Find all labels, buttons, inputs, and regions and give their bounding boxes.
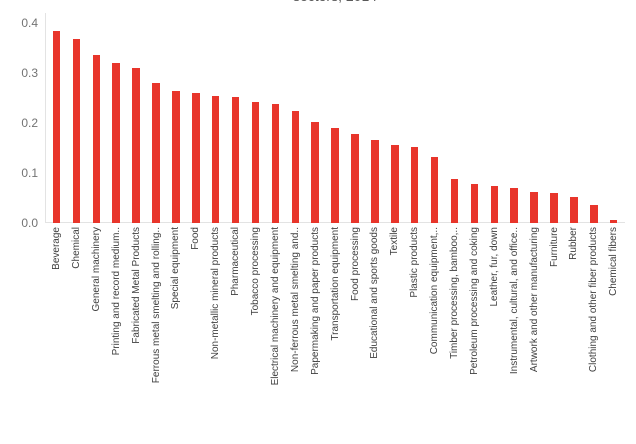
y-tick-label: 0.2	[21, 115, 38, 130]
x-tick-label: Chemical	[70, 227, 82, 269]
bar	[490, 186, 499, 223]
x-tick-label: Non-metallic mineral products	[210, 227, 222, 360]
bar	[72, 39, 81, 223]
x-tick-label: Educational and sports goods	[369, 227, 381, 359]
x-tick-label: Fabricated Metal Products	[130, 227, 142, 344]
y-axis-line	[45, 13, 46, 223]
bar	[470, 183, 479, 223]
x-tick-label: Ferrous metal smelting and rolling..	[150, 227, 162, 384]
x-tick-label: Textile	[389, 227, 401, 256]
x-tick-label: Pharmaceutical	[230, 227, 242, 296]
x-tick-label: General machinery	[90, 227, 102, 312]
bar	[550, 192, 558, 223]
x-tick-label: Printing and record medium..	[110, 227, 122, 356]
bar	[132, 67, 140, 223]
x-tick-label: Leather, fur, down	[488, 227, 500, 307]
bar	[152, 82, 160, 223]
bar	[391, 144, 399, 223]
x-tick-label: Beverage	[51, 227, 62, 270]
y-tick-label: 0.0	[21, 215, 38, 230]
x-tick-label: Communication equipment,..	[429, 227, 441, 355]
x-tick-label: Rubber	[568, 227, 580, 260]
x-tick-label: Food processing	[349, 227, 361, 301]
y-tick-label: 0.4	[21, 15, 38, 30]
bar	[172, 90, 180, 223]
y-tick-label: 0.3	[21, 65, 38, 80]
bar	[351, 134, 359, 223]
bar	[271, 103, 280, 223]
y-tick-label: 0.1	[21, 165, 38, 180]
x-tick-label: Furniture	[548, 227, 560, 268]
bar	[530, 191, 538, 223]
bar	[192, 93, 200, 223]
bar	[211, 95, 220, 223]
x-tick-label: Chemical fibers	[608, 227, 620, 296]
bar	[430, 157, 439, 223]
bar	[311, 122, 319, 223]
bar	[231, 97, 240, 223]
x-tick-label: Non-ferrous metal smelting and..	[289, 227, 301, 373]
bar	[570, 197, 578, 223]
x-tick-label: Clothing and other fiber products	[588, 227, 600, 373]
bar	[52, 31, 61, 223]
x-tick-label: Timber processing, bamboo,..	[449, 227, 460, 359]
x-tick-label: Plastic products	[409, 227, 421, 298]
bar	[112, 62, 120, 223]
bar	[590, 205, 598, 223]
x-axis-line	[45, 222, 625, 223]
bar	[450, 178, 459, 223]
x-tick-label: Instrumental, cultural, and office..	[508, 227, 520, 375]
x-tick-label: Food	[190, 227, 202, 250]
x-tick-label: Petroleum processing and coking	[468, 227, 480, 375]
x-tick-label: Special equipment	[170, 227, 182, 310]
x-tick-label: Artwork and other manufacturing	[528, 227, 540, 373]
x-tick-label: Tobacco processing	[250, 227, 261, 316]
bar	[331, 127, 339, 223]
bar	[92, 55, 101, 223]
bar	[410, 146, 419, 223]
bar	[609, 220, 618, 223]
bar	[291, 110, 300, 223]
x-tick-label: Transportation equipment	[329, 227, 341, 341]
bar	[510, 187, 518, 223]
bar	[371, 139, 379, 223]
bar	[251, 102, 260, 223]
x-tick-label: Papermaking and paper products	[309, 227, 321, 375]
x-tick-label: Electrical machinery and equipment	[269, 227, 281, 386]
chart-title: sectors, 2014	[25, 0, 636, 3]
